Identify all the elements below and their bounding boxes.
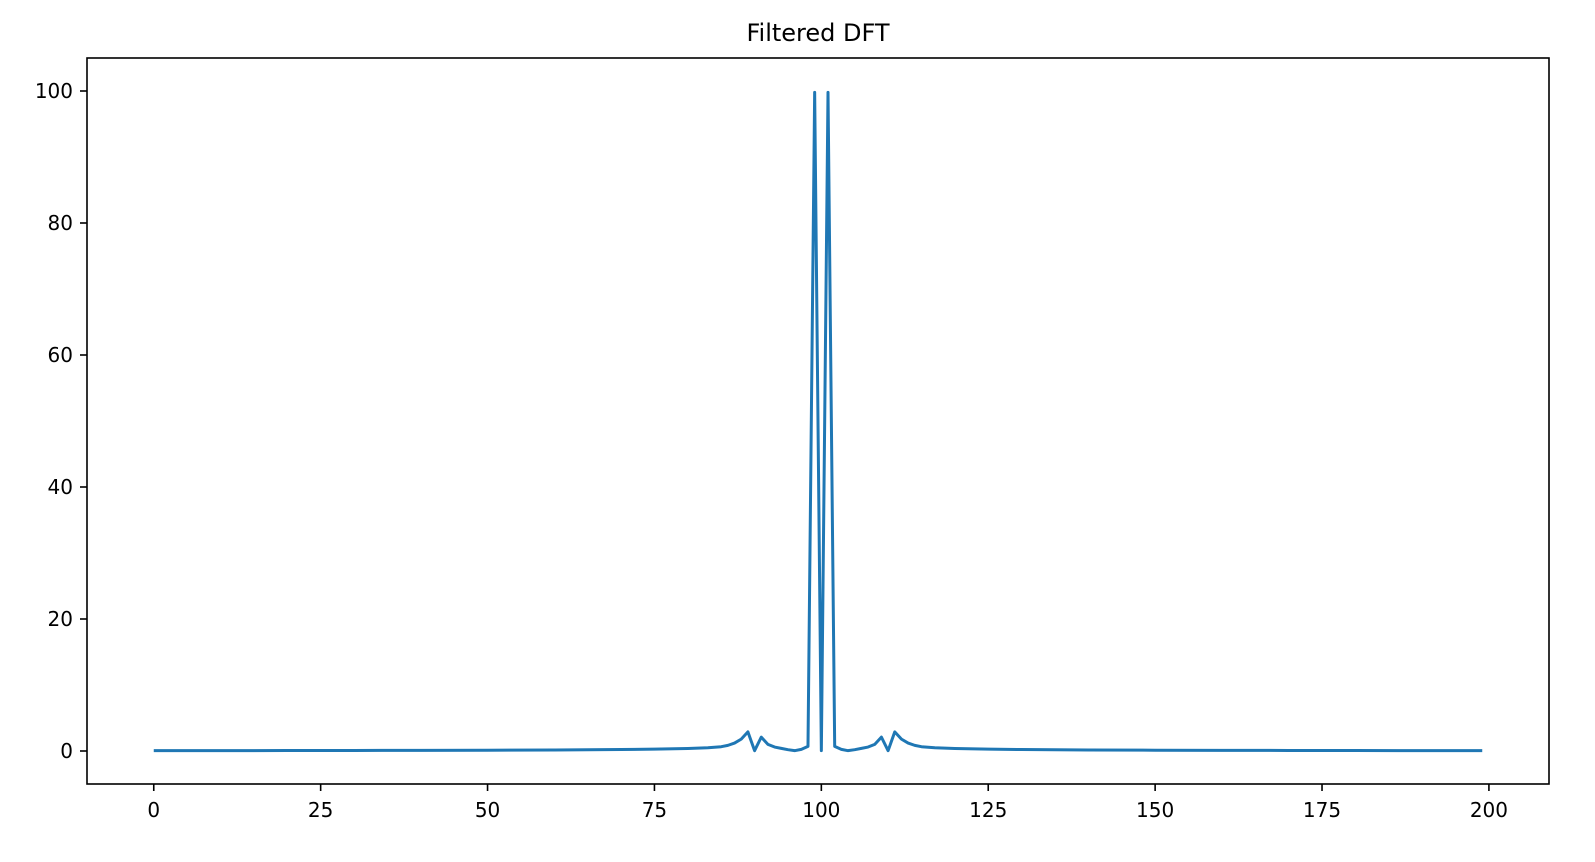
- y-axis: 0 20 40 60 80 100: [35, 79, 87, 763]
- y-tick-label: 60: [48, 343, 73, 367]
- chart-title: Filtered DFT: [746, 19, 889, 47]
- x-tick-label: 100: [802, 798, 840, 822]
- y-tick-label: 0: [60, 739, 73, 763]
- x-tick-label: 175: [1303, 798, 1341, 822]
- x-axis: 0 25 50 75 100 125 150 175 200: [147, 784, 1508, 822]
- x-tick-label: 50: [475, 798, 500, 822]
- y-tick-label: 40: [48, 475, 73, 499]
- x-tick-label: 25: [308, 798, 333, 822]
- x-tick-label: 0: [147, 798, 160, 822]
- axes-frame: [86, 57, 1550, 785]
- y-tick-label: 80: [48, 211, 73, 235]
- plot-area: [153, 90, 1483, 753]
- y-tick-label: 20: [48, 607, 73, 631]
- series-line-0: [153, 90, 1483, 753]
- x-tick-label: 125: [969, 798, 1007, 822]
- y-tick-label: 100: [35, 79, 73, 103]
- x-tick-label: 75: [642, 798, 667, 822]
- x-tick-label: 150: [1136, 798, 1174, 822]
- x-tick-label: 200: [1470, 798, 1508, 822]
